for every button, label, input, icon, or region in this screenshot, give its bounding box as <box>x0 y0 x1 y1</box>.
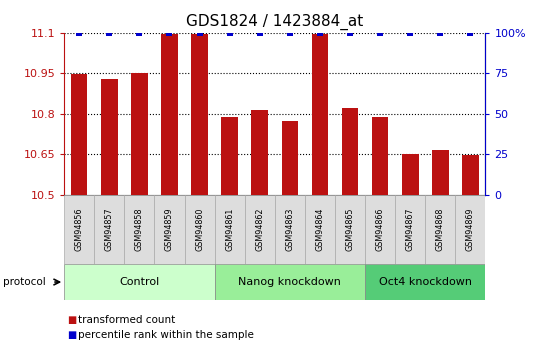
Text: GSM94862: GSM94862 <box>255 208 264 251</box>
Bar <box>71 74 88 195</box>
Text: ■: ■ <box>67 330 76 339</box>
Text: Nanog knockdown: Nanog knockdown <box>238 277 341 287</box>
Bar <box>222 117 238 195</box>
Point <box>436 30 445 36</box>
Text: GSM94869: GSM94869 <box>466 208 475 251</box>
Text: GSM94859: GSM94859 <box>165 208 174 251</box>
Bar <box>161 33 178 195</box>
Bar <box>402 154 418 195</box>
Bar <box>425 195 455 264</box>
Point <box>105 30 114 36</box>
Bar <box>432 149 449 195</box>
Bar <box>101 79 118 195</box>
Bar <box>191 33 208 195</box>
Text: GSM94866: GSM94866 <box>376 208 384 251</box>
Bar <box>335 195 365 264</box>
Bar <box>64 264 215 300</box>
Text: GSM94857: GSM94857 <box>105 208 114 251</box>
Bar <box>64 195 94 264</box>
Point <box>315 30 324 36</box>
Text: GSM94861: GSM94861 <box>225 208 234 251</box>
Bar <box>312 33 328 195</box>
Text: GSM94856: GSM94856 <box>75 208 84 251</box>
Point <box>285 30 294 36</box>
Bar <box>124 195 155 264</box>
Bar <box>245 195 275 264</box>
Text: GSM94868: GSM94868 <box>436 208 445 251</box>
Point <box>466 30 475 36</box>
Bar <box>215 264 365 300</box>
Bar <box>365 264 485 300</box>
Text: transformed count: transformed count <box>78 315 175 325</box>
Bar <box>305 195 335 264</box>
Title: GDS1824 / 1423884_at: GDS1824 / 1423884_at <box>186 14 363 30</box>
Bar <box>215 195 245 264</box>
Bar <box>94 195 124 264</box>
Bar <box>252 110 268 195</box>
Text: Oct4 knockdown: Oct4 knockdown <box>379 277 472 287</box>
Text: percentile rank within the sample: percentile rank within the sample <box>78 330 254 339</box>
Bar <box>462 155 479 195</box>
Bar <box>341 108 358 195</box>
Bar <box>282 121 298 195</box>
Point <box>75 30 84 36</box>
Point <box>135 30 144 36</box>
Text: GSM94867: GSM94867 <box>406 208 415 251</box>
Text: GSM94860: GSM94860 <box>195 208 204 251</box>
Bar <box>155 195 185 264</box>
Text: GSM94864: GSM94864 <box>315 208 324 251</box>
Point <box>225 30 234 36</box>
Point <box>345 30 354 36</box>
Text: GSM94863: GSM94863 <box>285 208 295 251</box>
Text: protocol: protocol <box>3 277 46 287</box>
Point <box>256 30 264 36</box>
Text: Control: Control <box>119 277 160 287</box>
Point <box>406 30 415 36</box>
Bar <box>372 117 388 195</box>
Bar <box>365 195 395 264</box>
Text: ■: ■ <box>67 315 76 325</box>
Bar <box>455 195 485 264</box>
Text: GSM94865: GSM94865 <box>345 208 354 251</box>
Bar <box>185 195 215 264</box>
Bar <box>395 195 425 264</box>
Point <box>195 30 204 36</box>
Bar <box>275 195 305 264</box>
Text: GSM94858: GSM94858 <box>135 208 144 251</box>
Point <box>376 30 384 36</box>
Bar <box>131 72 148 195</box>
Point <box>165 30 174 36</box>
